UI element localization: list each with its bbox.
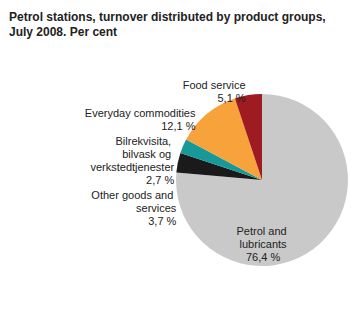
svg-text:Bilrekvisita,: Bilrekvisita, (116, 135, 175, 147)
svg-text:2,7 %: 2,7 % (146, 174, 174, 186)
svg-text:Petrol stations, turnover dist: Petrol stations, turnover distributed by… (9, 10, 329, 24)
svg-text:12,1 %: 12,1 % (161, 120, 195, 132)
svg-text:Food service: Food service (183, 79, 246, 91)
svg-text:Other goods and: Other goods and (91, 189, 176, 201)
svg-text:Petrol and: Petrol and (236, 225, 289, 237)
svg-text:76,4 %: 76,4 % (246, 251, 280, 263)
svg-text:bilvask og: bilvask og (122, 148, 174, 160)
svg-text:lubricants: lubricants (240, 238, 288, 250)
svg-text:verkstedtjenester: verkstedtjenester (90, 161, 174, 173)
svg-text:Everyday commodities: Everyday commodities (85, 107, 196, 119)
svg-text:5,1 %: 5,1 % (218, 92, 246, 104)
svg-text:July 2008. Per cent: July 2008. Per cent (9, 25, 117, 39)
svg-text:3,7 %: 3,7 % (148, 215, 176, 227)
svg-text:services: services (136, 202, 177, 214)
